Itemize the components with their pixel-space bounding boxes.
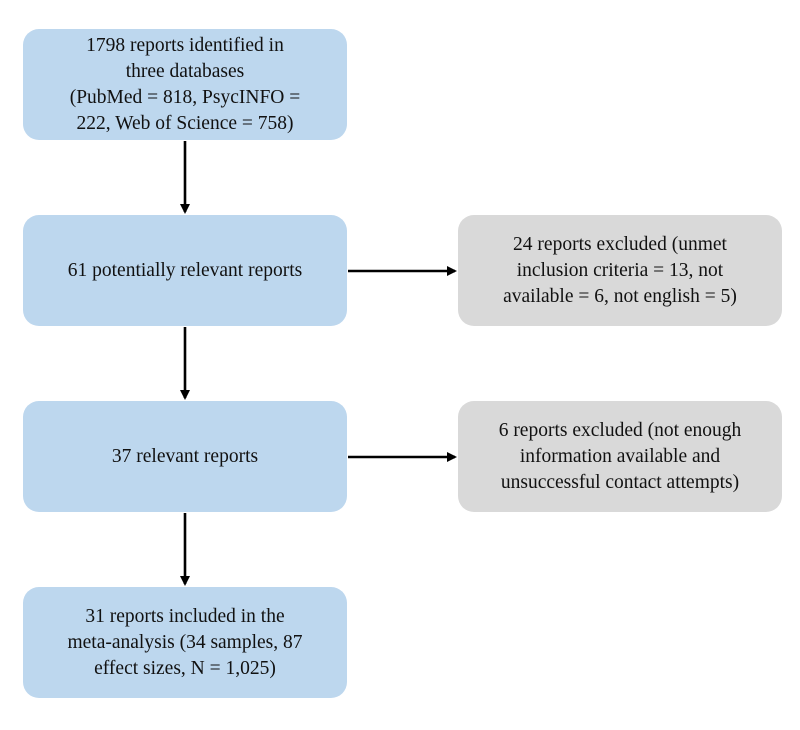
box-text-line: 222, Web of Science = 758) bbox=[76, 112, 294, 134]
box-text-line: inclusion criteria = 13, not bbox=[516, 259, 724, 281]
box-text-line: 6 reports excluded (not enough bbox=[498, 419, 742, 441]
box-text-line: unsuccessful contact attempts) bbox=[500, 471, 740, 493]
box-text-line: (PubMed = 818, PsycINFO = bbox=[69, 86, 301, 108]
box-text-line: 37 relevant reports bbox=[111, 445, 259, 467]
excluded-reports-box-2: 6 reports excluded (not enough informati… bbox=[458, 401, 782, 512]
identified-reports-box: 1798 reports identified in three databas… bbox=[23, 29, 347, 140]
potentially-relevant-box: 61 potentially relevant reports bbox=[23, 215, 347, 326]
box-text-line: 31 reports included in the bbox=[85, 605, 285, 627]
relevant-reports-box: 37 relevant reports bbox=[23, 401, 347, 512]
box-text-line: three databases bbox=[125, 60, 245, 82]
box-text-line: 1798 reports identified in bbox=[86, 34, 284, 56]
box-text-line: 61 potentially relevant reports bbox=[67, 259, 303, 281]
included-reports-box: 31 reports included in the meta-analysis… bbox=[23, 587, 347, 698]
excluded-reports-box-1: 24 reports excluded (unmet inclusion cri… bbox=[458, 215, 782, 326]
box-text-line: available = 6, not english = 5) bbox=[503, 285, 737, 307]
box-text-line: meta-analysis (34 samples, 87 bbox=[67, 631, 303, 653]
box-text-line: 24 reports excluded (unmet bbox=[513, 233, 727, 255]
box-text-line: effect sizes, N = 1,025) bbox=[94, 657, 276, 679]
box-text-line: information available and bbox=[519, 445, 721, 467]
